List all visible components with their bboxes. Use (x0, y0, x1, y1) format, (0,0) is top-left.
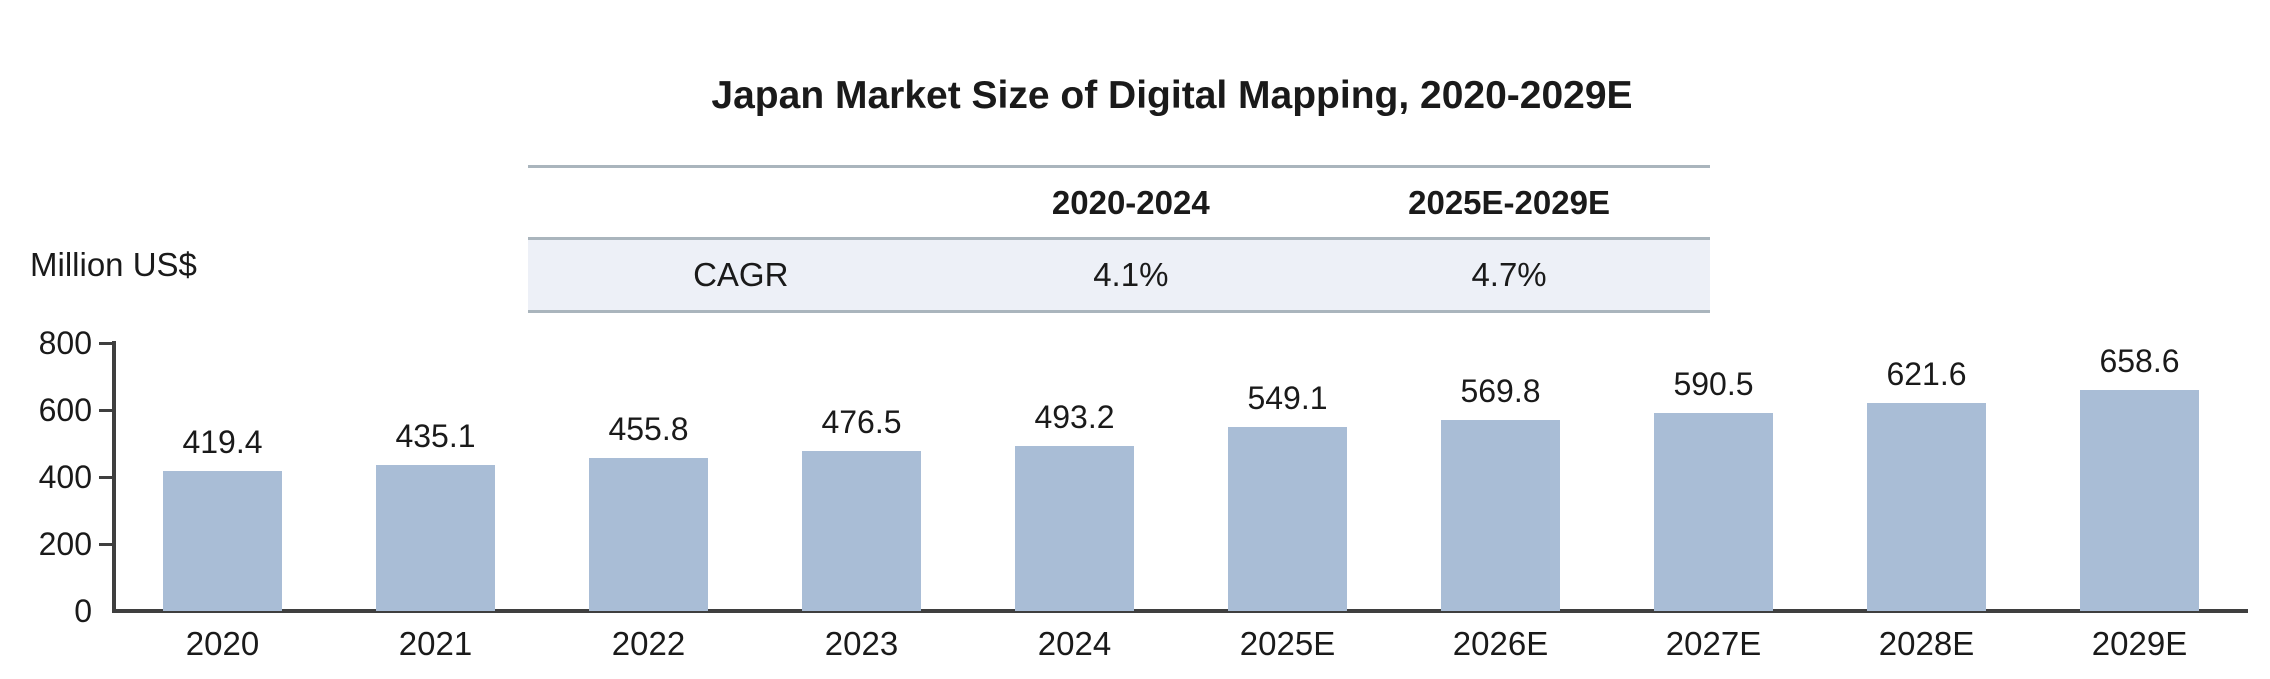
x-axis-label-2022: 2022 (611, 625, 686, 662)
bar-value-label-2026E: 569.8 (1460, 373, 1541, 409)
y-tick-label-200: 200 (38, 526, 92, 562)
cagr-row-label: CAGR (693, 256, 789, 293)
x-axis-label-2029E: 2029E (2091, 625, 2188, 662)
bar-2025E (1227, 427, 1348, 611)
cagr-table-header-row: 2020-2024 2025E-2029E (528, 168, 1710, 240)
bar-group-2028E: 621.6 2028E (1820, 343, 2033, 662)
cagr-value-2025e-2029e: 4.7% (1471, 256, 1547, 293)
x-axis-label-2026E: 2026E (1452, 625, 1549, 662)
bar-2027E (1653, 413, 1774, 611)
y-tick-mark-400 (99, 476, 112, 479)
bar-value-label-2021: 435.1 (395, 418, 476, 454)
cagr-table: 2020-2024 2025E-2029E CAGR 4.1% 4.7% (528, 165, 1710, 313)
x-axis-label-2023: 2023 (824, 625, 899, 662)
bar-group-2022: 455.8 2022 (542, 343, 755, 662)
bar-group-2020: 419.4 2020 (116, 343, 329, 662)
cagr-table-header-2020-2024: 2020-2024 (1051, 183, 1210, 221)
bar-group-2023: 476.5 2023 (755, 343, 968, 662)
y-tick-label-400: 400 (38, 459, 92, 495)
x-axis-label-2024: 2024 (1037, 625, 1112, 662)
bar-value-label-2023: 476.5 (821, 404, 902, 440)
bar-2021 (375, 465, 496, 611)
bar-value-label-2028E: 621.6 (1886, 356, 1967, 392)
bar-value-label-2025E: 549.1 (1247, 380, 1328, 416)
bar-group-2025E: 549.1 2025E (1181, 343, 1394, 662)
bar-value-label-2024: 493.2 (1034, 399, 1115, 435)
bar-2029E (2079, 390, 2200, 611)
bar-2023 (801, 451, 922, 611)
bar-2024 (1014, 446, 1135, 611)
bar-group-2027E: 590.5 2027E (1607, 343, 1820, 662)
x-axis-label-2028E: 2028E (1878, 625, 1975, 662)
bar-plot-area: 419.4 2020 435.1 2021 455.8 2022 476.5 2023 493.… (116, 343, 2246, 662)
bar-value-label-2029E: 658.6 (2099, 343, 2180, 379)
cagr-table-header-2025e-2029e: 2025E-2029E (1408, 183, 1610, 221)
x-axis-label-2025E: 2025E (1239, 625, 1336, 662)
bar-value-label-2022: 455.8 (608, 411, 689, 447)
x-axis-label-2020: 2020 (185, 625, 260, 662)
y-tick-mark-600 (99, 409, 112, 412)
bar-2022 (588, 458, 709, 611)
bar-group-2024: 493.2 2024 (968, 343, 1181, 662)
cagr-table-data-row: CAGR 4.1% 4.7% (528, 240, 1710, 310)
x-axis-line (112, 609, 2248, 613)
chart-title: Japan Market Size of Digital Mapping, 20… (711, 74, 1633, 117)
bar-value-label-2020: 419.4 (182, 424, 263, 460)
bar-value-label-2027E: 590.5 (1673, 366, 1754, 402)
y-tick-label-800: 800 (38, 325, 92, 361)
x-axis-label-2021: 2021 (398, 625, 473, 662)
bar-2028E (1866, 403, 1987, 611)
y-tick-mark-200 (99, 543, 112, 546)
cagr-value-2020-2024: 4.1% (1093, 256, 1169, 293)
bar-group-2026E: 569.8 2026E (1394, 343, 1607, 662)
bar-2026E (1440, 420, 1561, 611)
bar-group-2021: 435.1 2021 (329, 343, 542, 662)
y-tick-mark-800 (99, 342, 112, 345)
x-axis-label-2027E: 2027E (1665, 625, 1762, 662)
y-axis-line (112, 341, 116, 611)
bar-group-2029E: 658.6 2029E (2033, 343, 2246, 662)
y-axis-unit-label: Million US$ (30, 246, 197, 283)
bar-2020 (162, 471, 283, 611)
